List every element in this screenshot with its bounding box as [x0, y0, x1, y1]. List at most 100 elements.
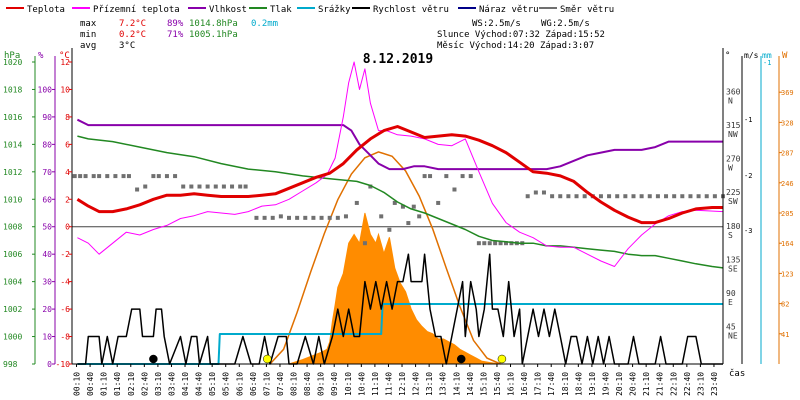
legend-label: Vlhkost	[209, 5, 247, 15]
solar-radiation-layer	[269, 151, 506, 365]
direction-tick-compass: SE	[728, 264, 738, 273]
stats-max-rain: 0.2mm	[251, 19, 278, 29]
wind-direction-point	[417, 214, 422, 219]
legend-label: Rychlost větru	[373, 5, 449, 15]
x-tick-label: 00:10	[73, 372, 82, 396]
wind-direction-point	[428, 174, 433, 179]
wind-direction-point	[343, 214, 348, 219]
wind-direction-point	[631, 194, 636, 199]
wind-direction-point	[311, 215, 316, 220]
wind-direction-point	[213, 184, 218, 189]
x-tick-label: 20:40	[629, 372, 638, 396]
temperature-tick-label: -4	[60, 278, 70, 287]
pressure-axis-header: hPa	[4, 51, 20, 61]
x-tick-label: 05:40	[222, 372, 231, 396]
x-tick-label: 11:10	[371, 372, 380, 396]
wind-direction-point	[493, 241, 498, 246]
temperature-tick-label: -2	[60, 250, 70, 259]
wind-direction-point	[135, 187, 140, 192]
legend-label: Směr větru	[560, 5, 614, 15]
x-tick-label: 17:40	[547, 372, 556, 396]
legend-label: Srážky	[318, 5, 351, 15]
x-tick-label: 13:10	[425, 372, 434, 396]
solar-axis-header: W	[782, 51, 788, 61]
wind-direction-point	[243, 184, 248, 189]
wind-direction-point	[91, 174, 96, 179]
x-tick-label: 10:10	[344, 372, 353, 396]
info-ws: WS:2.5m/s	[472, 19, 521, 29]
stats-min-hum: 71%	[167, 30, 184, 40]
direction-tick-compass: NW	[728, 130, 738, 139]
axis-headers: hPa % °C ° m/s mm W	[4, 51, 788, 61]
temperature-tick-label: 4	[65, 168, 70, 177]
wind-direction-point	[72, 174, 77, 179]
wind-direction-point	[83, 174, 88, 179]
stats-avg-temp: 3°C	[119, 41, 135, 51]
solar-tick-label: 82	[781, 301, 789, 309]
x-tick-label: 03:40	[167, 372, 176, 396]
temperature-tick-label: 12	[60, 58, 70, 67]
stats-max-press: 1014.8hPa	[189, 19, 238, 29]
wind-direction-point	[303, 215, 308, 220]
wind-direction-point	[647, 194, 652, 199]
direction-tick-degrees: 270	[726, 155, 741, 164]
x-tick-label: 21:10	[642, 372, 651, 396]
pressure-tick-label: 1000	[3, 333, 22, 342]
wind-direction-point	[436, 200, 441, 205]
wind-direction-point	[197, 184, 202, 189]
info-moon: Měsíc Východ:14:20 Západ:3:07	[437, 41, 594, 51]
wind-direction-point	[126, 174, 131, 179]
direction-axis-header: °	[725, 51, 730, 61]
x-tick-label: 00:40	[86, 372, 95, 396]
temperature-tick-label: -10	[56, 360, 71, 369]
stats-max-temp: 7.2°C	[119, 19, 146, 29]
x-tick-label: 14:40	[466, 372, 475, 396]
wind-direction-point	[254, 215, 259, 220]
wind-direction-point	[368, 184, 373, 189]
pressure-tick-label: 1006	[3, 250, 22, 259]
pressure-tick-label: 1002	[3, 305, 22, 314]
wind-direction-point	[287, 215, 291, 220]
chart-title: 8.12.2019	[363, 52, 433, 67]
direction-tick-compass: E	[728, 298, 733, 307]
wind-direction-point	[173, 174, 178, 179]
wind-direction-point	[558, 194, 563, 199]
wind-direction-point	[406, 221, 411, 226]
wind-direction-point	[411, 204, 416, 209]
solar-tick-label: 369	[781, 89, 794, 97]
x-tick-label: 12:10	[398, 372, 407, 396]
info-block: WS:2.5m/s WG:2.5m/s Slunce Východ:07:32 …	[437, 19, 605, 51]
direction-tick-degrees: 45	[726, 322, 736, 331]
x-tick-label: 18:40	[574, 372, 583, 396]
wind-direction-point	[78, 174, 83, 179]
pressure-tick-label: 1004	[3, 278, 22, 287]
pressure-tick-label: 1016	[3, 113, 22, 122]
stats-min-press: 1005.1hPa	[189, 30, 238, 40]
wind-direction-point	[379, 214, 384, 219]
wind-direction-point	[362, 241, 367, 246]
solar-tick-label: 246	[781, 180, 794, 188]
solar-tick-label: 164	[781, 240, 794, 248]
humidity-tick-label: 80	[42, 140, 52, 149]
x-tick-label: 09:10	[317, 372, 326, 396]
wind-direction-point	[452, 187, 457, 192]
wind-direction-point	[541, 190, 546, 195]
temperature-tick-label: 8	[65, 113, 70, 122]
solar-theoretical-line	[269, 151, 501, 365]
x-tick-label: 16:40	[520, 372, 529, 396]
solar-tick-label: 287	[781, 150, 794, 158]
direction-tick-degrees: 225	[726, 188, 741, 197]
wind-direction-point	[607, 194, 612, 199]
wind-direction-point	[696, 194, 701, 199]
direction-tick-degrees: 90	[726, 289, 736, 298]
legend-label: Přízemní teplota	[93, 5, 180, 15]
wind-tick-label: -1	[744, 116, 752, 124]
solar-tick-label: 123	[781, 270, 794, 278]
wind-direction-point	[327, 215, 332, 220]
temperature-tick-label: 0	[65, 223, 70, 232]
wind-direction-point	[262, 215, 267, 220]
rise-set-marker	[149, 354, 158, 364]
humidity-line	[76, 118, 723, 171]
wind-direction-point	[550, 194, 555, 199]
axes: 9981000100210041006100810101012101410161…	[3, 48, 794, 396]
